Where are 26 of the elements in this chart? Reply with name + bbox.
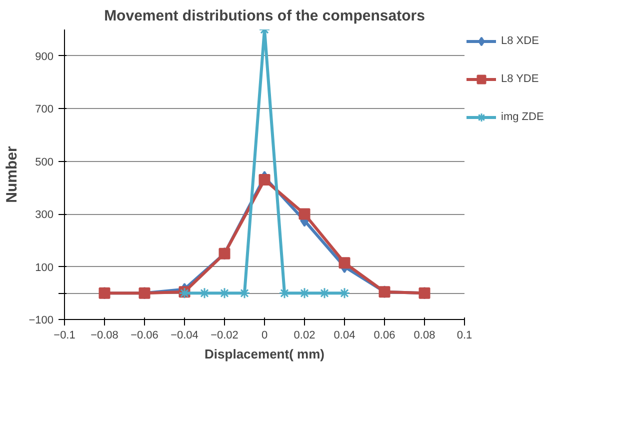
point <box>298 208 310 220</box>
y-tick-label: 700 <box>35 104 54 116</box>
x-tick-label: −0.02 <box>210 330 238 342</box>
y-tick-label: 300 <box>35 209 54 222</box>
y-tick-label: 500 <box>35 156 54 168</box>
point <box>258 174 270 186</box>
legend-label: L8 YDE <box>501 73 539 85</box>
x-tick-label: 0.1 <box>456 330 472 342</box>
x-tick-label: 0.06 <box>374 330 396 342</box>
x-tick-label: −0.04 <box>170 330 198 342</box>
x-tick-label: −0.1 <box>54 330 76 342</box>
y-tick-label: 900 <box>35 50 54 63</box>
legend-label: img ZDE <box>501 111 544 123</box>
chart-title: Movement distributions of the compensators <box>104 8 425 24</box>
x-tick-label: 0.04 <box>334 330 356 342</box>
point <box>338 257 350 269</box>
y-tick-label: 100 <box>35 262 54 274</box>
x-tick-label: 0 <box>261 330 268 342</box>
x-tick-label: 0.02 <box>294 330 316 342</box>
x-tick-label: −0.06 <box>130 330 158 342</box>
legend-label: L8 XDE <box>501 35 539 47</box>
y-axis-title: Number <box>4 146 21 203</box>
x-axis-title: Displacement( mm) <box>204 346 324 362</box>
x-tick-label: −0.08 <box>90 330 118 342</box>
y-tick-label: −100 <box>28 314 54 326</box>
x-tick-label: 0.08 <box>414 330 436 342</box>
